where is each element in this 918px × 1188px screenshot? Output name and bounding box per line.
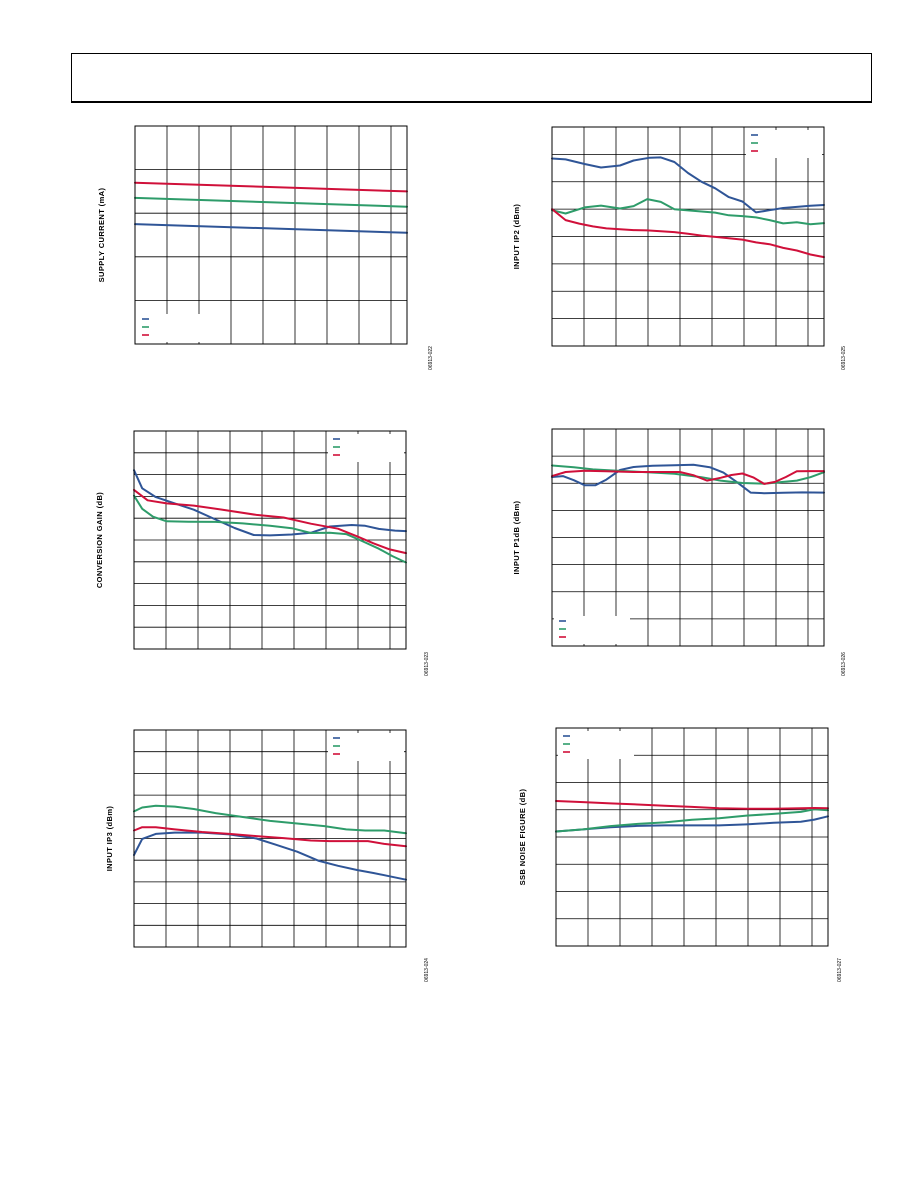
input-p1db-svg: INPUT P1dB (dBm) 06913-026: [512, 428, 847, 676]
series-line-green: [551, 198, 825, 226]
series-line-red: [551, 208, 825, 259]
input-p1db-chart: INPUT P1dB (dBm) 06913-026: [512, 428, 864, 716]
plot-grid: [135, 126, 407, 344]
series-line-green: [134, 196, 408, 208]
legend-background: [746, 130, 822, 158]
series-line-blue: [551, 463, 825, 495]
supply-current-chart: SUPPLY CURRENT (mA) 06913-022: [95, 125, 447, 414]
series-line-red: [133, 826, 407, 848]
series-line-red: [134, 181, 408, 193]
legend-background: [328, 733, 404, 761]
plot-grid: [552, 127, 824, 346]
plot-grid: [134, 431, 406, 649]
input-ip2-svg: INPUT IP2 (dBm) 06913-025: [512, 126, 847, 370]
header-frame: [71, 53, 872, 103]
legend: [554, 616, 630, 644]
legend: [328, 434, 404, 462]
series-line-blue: [133, 831, 407, 881]
ssb-noise-figure-svg: SSB NOISE FIGURE (dB) 06913-027: [518, 727, 843, 982]
y-axis-label: INPUT IP3 (dBm): [105, 806, 114, 872]
y-axis-label: INPUT P1dB (dBm): [512, 500, 521, 574]
y-axis-label: INPUT IP2 (dBm): [512, 204, 521, 270]
legend: [746, 130, 822, 158]
figure-id: 06913-024: [424, 958, 430, 982]
series-line-green: [133, 804, 407, 835]
plot-frame: [555, 727, 829, 947]
series-line-red: [551, 469, 825, 485]
plot-frame: [551, 428, 825, 647]
series-line-blue: [555, 815, 829, 833]
plot-grid: [556, 728, 828, 946]
input-ip3-svg: INPUT IP3 (dBm) 06913-024: [105, 729, 430, 982]
figure-id: 06913-023: [424, 652, 430, 676]
input-ip3-chart: INPUT IP3 (dBm) 06913-024: [94, 729, 446, 1017]
y-axis-label: SUPPLY CURRENT (mA): [97, 188, 106, 283]
y-axis-label: SSB NOISE FIGURE (dB): [518, 789, 527, 886]
conversion-gain-chart: CONVERSION GAIN (dB) 06913-023: [94, 430, 446, 719]
plot-frame: [551, 126, 825, 347]
series-line-green: [555, 808, 829, 833]
legend-background: [558, 731, 634, 759]
plot-frame: [133, 729, 407, 948]
plot-grid: [134, 730, 406, 947]
series-line-red: [133, 488, 407, 555]
legend: [328, 733, 404, 761]
figure-id: 06913-022: [428, 346, 434, 370]
conversion-gain-svg: CONVERSION GAIN (dB) 06913-023: [95, 430, 430, 676]
series-line-green: [133, 494, 407, 564]
figure-id: 06913-026: [841, 652, 847, 676]
series-line-red: [555, 800, 829, 810]
input-ip2-chart: INPUT IP2 (dBm) 06913-025: [512, 126, 864, 416]
legend-background: [328, 434, 404, 462]
legend-background: [554, 616, 630, 644]
plot-frame: [133, 430, 407, 650]
series-line-blue: [551, 156, 825, 214]
series-line-blue: [133, 469, 407, 537]
legend: [137, 314, 213, 342]
legend-background: [137, 314, 213, 342]
plot-grid: [552, 429, 824, 646]
y-axis-label: CONVERSION GAIN (dB): [95, 492, 104, 588]
series-line-blue: [134, 223, 408, 234]
legend: [558, 731, 634, 759]
plot-frame: [134, 125, 408, 345]
ssb-noise-figure-chart: SSB NOISE FIGURE (dB) 06913-027: [516, 727, 868, 1016]
figure-id: 06913-025: [841, 346, 847, 370]
figure-id: 06913-027: [837, 958, 843, 982]
supply-current-svg: SUPPLY CURRENT (mA) 06913-022: [97, 125, 434, 370]
